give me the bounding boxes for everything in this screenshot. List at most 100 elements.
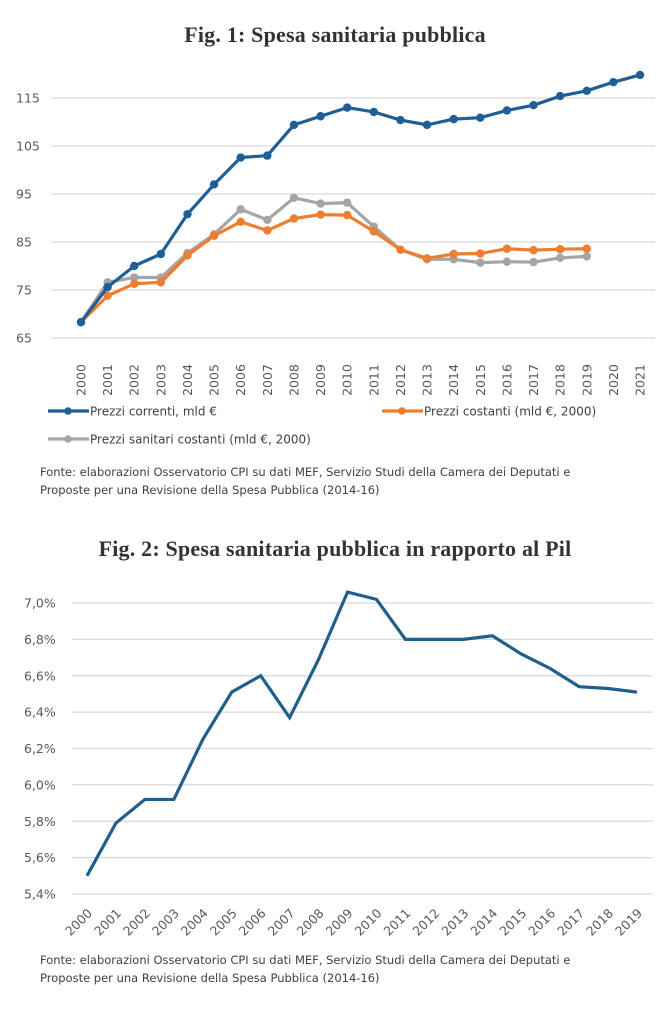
data-point (396, 115, 405, 125)
x-tick-label: 2020 (606, 364, 621, 396)
x-tick-label: 2002 (127, 364, 142, 396)
data-point (183, 251, 192, 260)
fig2-chart: 5,4% 5,6% 5,8% 6,0% 6,2% 6,4% 6,6% 6,8% 7,0% 2000… (24, 590, 653, 939)
y-tick-label: 6,6% (24, 668, 56, 683)
x-tick-label: 2009 (313, 364, 328, 396)
fig2-source-line2: Proposte per una Revisione della Spesa P… (40, 971, 380, 985)
data-point (422, 120, 432, 130)
data-point (103, 291, 112, 300)
data-point (236, 217, 245, 227)
data-point (342, 103, 352, 112)
x-tick-label: 2011 (366, 364, 381, 396)
data-point (130, 273, 139, 282)
data-point (582, 86, 591, 96)
x-tick-label: 2010 (351, 905, 384, 938)
data-point (209, 180, 219, 189)
data-point (476, 258, 485, 267)
x-tick-label: 2013 (420, 364, 435, 396)
fig2-title: Fig. 2: Spesa sanitaria pubblica in rapp… (98, 536, 572, 561)
data-point (130, 261, 139, 271)
fig1-chart: 65 75 85 95 105 115 2000 2001 2002 2003 2004 2005 20… (16, 70, 655, 447)
y-tick-label: 105 (16, 139, 40, 154)
series-line-2 (79, 196, 589, 324)
data-point (555, 91, 565, 101)
data-point (76, 317, 86, 327)
data-point (103, 282, 112, 292)
y-tick-label: 5,6% (24, 850, 56, 865)
data-point (369, 107, 379, 117)
x-tick-label: 2012 (409, 906, 442, 939)
x-tick-label: 2018 (583, 905, 616, 938)
y-tick-label: 65 (16, 331, 32, 346)
data-point (263, 226, 272, 235)
x-tick-label: 2005 (207, 364, 222, 396)
x-tick-label: 2004 (178, 905, 211, 938)
data-point (476, 113, 485, 122)
data-point (502, 257, 512, 266)
data-point (555, 253, 565, 263)
data-point (263, 215, 272, 225)
data-point (236, 205, 245, 214)
x-tick-label: 2010 (340, 364, 355, 396)
x-tick-label: 2014 (467, 905, 500, 938)
data-point (342, 198, 352, 207)
legend-label-0: Prezzi correnti, mld € (90, 405, 217, 419)
x-tick-label: 2015 (496, 906, 529, 939)
x-tick-label: 2007 (260, 364, 275, 396)
x-tick-label: 2016 (499, 364, 514, 396)
data-point (316, 112, 325, 121)
legend-marker-0 (64, 407, 72, 415)
y-tick-label: 5,4% (24, 887, 56, 902)
data-point (156, 278, 166, 287)
data-point (582, 244, 591, 253)
y-tick-label: 7,0% (24, 596, 56, 611)
data-point (316, 199, 325, 208)
data-point (609, 77, 618, 87)
data-point (396, 245, 405, 254)
data-point (209, 231, 219, 240)
x-tick-label: 2013 (438, 906, 471, 939)
x-tick-label: 2003 (153, 364, 168, 396)
x-tick-label: 2001 (100, 364, 115, 396)
x-tick-label: 2016 (525, 905, 558, 938)
data-point (476, 249, 485, 258)
data-point (449, 249, 458, 259)
data-point (449, 114, 458, 124)
data-point (369, 227, 379, 236)
data-point (316, 210, 325, 219)
y-tick-label: 6,0% (24, 777, 56, 792)
fig2-source-line1: Fonte: elaborazioni Osservatorio CPI su … (40, 953, 571, 967)
fig1-title: Fig. 1: Spesa sanitaria pubblica (184, 22, 486, 47)
data-point (502, 244, 512, 253)
x-tick-label: 2009 (323, 905, 356, 938)
legend-label-1: Prezzi costanti (mld €, 2000) (424, 405, 596, 419)
x-tick-label: 2014 (446, 364, 461, 396)
x-tick-label: 2017 (554, 906, 587, 939)
y-tick-label: 85 (16, 235, 32, 250)
y-tick-label: 95 (16, 187, 32, 202)
data-point (582, 252, 591, 261)
x-tick-label: 2006 (233, 364, 248, 396)
data-point (342, 210, 352, 220)
x-tick-label: 2000 (74, 364, 89, 396)
data-point (130, 279, 139, 288)
x-tick-label: 2012 (393, 364, 408, 396)
x-tick-label: 2021 (633, 364, 648, 396)
y-tick-label: 6,4% (24, 705, 56, 720)
data-point (529, 257, 538, 267)
fig1-source-line1: Fonte: elaborazioni Osservatorio CPI su … (40, 465, 571, 479)
x-tick-label: 2000 (62, 905, 95, 938)
x-tick-label: 2011 (380, 906, 413, 939)
x-tick-label: 2019 (579, 364, 594, 396)
legend-marker-2 (64, 435, 72, 443)
x-tick-label: 2007 (265, 906, 298, 939)
legend-marker-1 (398, 407, 406, 415)
x-tick-label: 2002 (120, 906, 153, 939)
data-point (236, 153, 245, 162)
x-tick-label: 2004 (180, 364, 195, 396)
x-tick-label: 2019 (612, 905, 645, 938)
x-tick-label: 2018 (553, 364, 568, 396)
x-tick-label: 2001 (91, 906, 124, 939)
data-point (289, 214, 299, 223)
y-tick-label: 6,2% (24, 741, 56, 756)
